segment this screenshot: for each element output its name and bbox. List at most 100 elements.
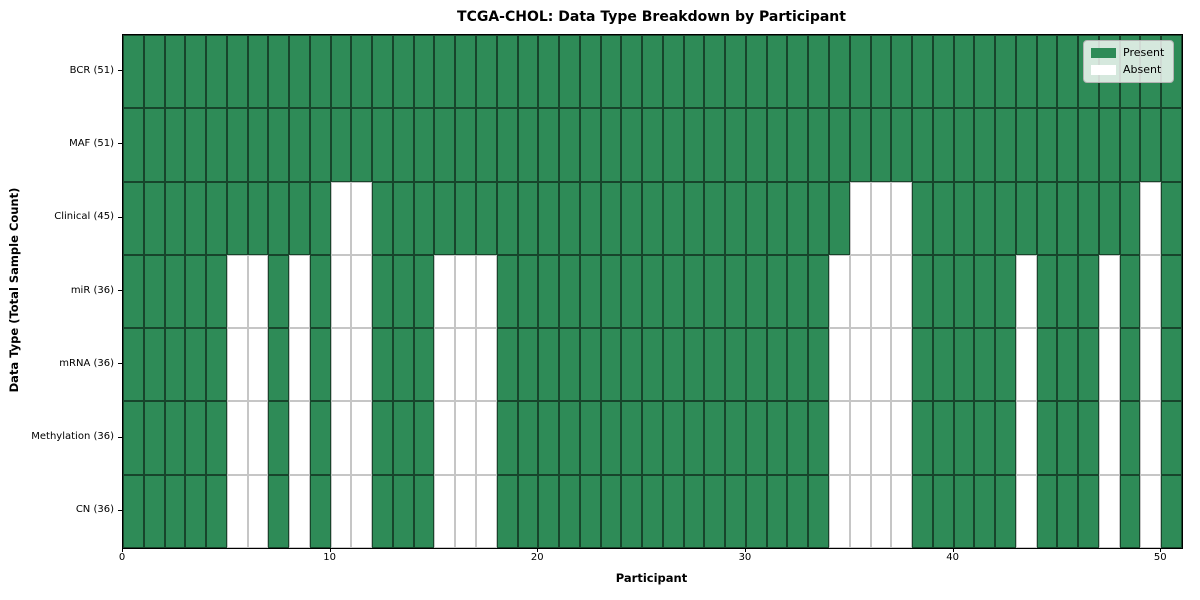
x-tick-label: 50 <box>1153 552 1167 563</box>
heatmap-cell <box>123 108 144 182</box>
heatmap-cell <box>206 35 227 109</box>
heatmap-cell <box>559 108 580 182</box>
heatmap-cell <box>496 254 518 329</box>
heatmap-cell <box>870 328 892 402</box>
heatmap-cell <box>392 181 414 255</box>
heatmap-cell <box>1036 108 1058 182</box>
heatmap-cell <box>891 108 913 182</box>
heatmap-cell <box>745 328 767 402</box>
heatmap-cell <box>185 254 207 329</box>
heatmap-cell <box>392 401 414 475</box>
heatmap-cell <box>413 474 435 548</box>
heatmap-cell <box>953 254 975 329</box>
heatmap-cell <box>351 328 373 402</box>
heatmap-cell <box>932 108 954 182</box>
heatmap-cell <box>870 35 892 109</box>
heatmap-cell <box>912 328 933 402</box>
heatmap-cell <box>185 181 207 255</box>
heatmap-cell <box>683 401 705 475</box>
heatmap-cell <box>1140 181 1162 255</box>
x-tick-label: 10 <box>323 552 336 563</box>
heatmap-cell <box>392 108 414 182</box>
heatmap-cell <box>600 328 622 402</box>
heatmap-cell <box>600 108 622 182</box>
heatmap-cell <box>787 35 809 109</box>
heatmap-cell <box>475 254 497 329</box>
heatmap-cell <box>621 328 643 402</box>
y-tick-label: Methylation (36) <box>31 431 114 443</box>
heatmap-cell <box>870 401 892 475</box>
y-tick-mark <box>118 290 122 291</box>
heatmap-cell <box>849 328 871 402</box>
heatmap-cell <box>870 474 892 548</box>
heatmap-cell <box>372 35 393 109</box>
heatmap-cell <box>1098 108 1120 182</box>
heatmap-cell <box>1098 254 1120 329</box>
heatmap-cell <box>289 181 310 255</box>
heatmap-cell <box>496 474 518 548</box>
heatmap-cell <box>1161 254 1182 329</box>
x-tick-mark <box>329 548 331 552</box>
heatmap-cell <box>1057 474 1079 548</box>
heatmap-cell <box>413 35 435 109</box>
legend-swatch-absent <box>1091 65 1116 75</box>
heatmap-cell <box>1015 35 1037 109</box>
heatmap-cell <box>330 474 352 548</box>
heatmap-cell <box>1161 108 1182 182</box>
heatmap-cell <box>995 328 1016 402</box>
heatmap-cell <box>745 401 767 475</box>
heatmap-cell <box>1098 401 1120 475</box>
heatmap-cell <box>559 254 580 329</box>
heatmap-cell <box>123 254 144 329</box>
y-tick-mark <box>118 509 122 511</box>
heatmap-cell <box>704 474 726 548</box>
heatmap-cell <box>392 474 414 548</box>
heatmap-cell <box>912 108 933 182</box>
heatmap-cell <box>1140 474 1162 548</box>
heatmap-cell <box>579 401 601 475</box>
heatmap-cell <box>870 181 892 255</box>
heatmap-cell <box>828 35 850 109</box>
heatmap-cell <box>995 181 1016 255</box>
heatmap-cell <box>226 474 248 548</box>
legend: Present Absent <box>1083 40 1175 83</box>
heatmap-cell <box>185 401 207 475</box>
heatmap-cell <box>330 328 352 402</box>
heatmap-cell <box>434 401 456 475</box>
heatmap-cell <box>413 108 435 182</box>
heatmap-cell <box>475 181 497 255</box>
heatmap-cell <box>496 401 518 475</box>
heatmap-cell <box>642 35 663 109</box>
heatmap-cell <box>289 401 310 475</box>
heatmap-cell <box>745 181 767 255</box>
heatmap-cell <box>1078 328 1099 402</box>
heatmap-cell <box>642 181 663 255</box>
heatmap-cell <box>1078 401 1099 475</box>
heatmap-cell <box>1015 181 1037 255</box>
heatmap-cell <box>828 328 850 402</box>
heatmap-cell <box>766 108 788 182</box>
heatmap-cell <box>226 401 248 475</box>
heatmap-cell <box>330 401 352 475</box>
heatmap-cell <box>330 35 352 109</box>
y-tick-label: BCR (51) <box>69 64 114 76</box>
heatmap-cell <box>268 181 290 255</box>
heatmap-cell <box>517 474 539 548</box>
heatmap-cell <box>891 254 913 329</box>
heatmap-cell <box>808 181 829 255</box>
heatmap-cell <box>1015 328 1037 402</box>
heatmap-cell <box>787 474 809 548</box>
heatmap-cell <box>455 254 476 329</box>
heatmap-cell <box>600 401 622 475</box>
heatmap-cell <box>683 108 705 182</box>
heatmap-cell <box>662 401 684 475</box>
heatmap-cell <box>268 254 290 329</box>
heatmap-cell <box>413 254 435 329</box>
heatmap-cell <box>1119 328 1141 402</box>
heatmap-cell <box>1098 474 1120 548</box>
heatmap-cell <box>932 254 954 329</box>
heatmap-cell <box>579 108 601 182</box>
heatmap-cell <box>351 108 373 182</box>
heatmap-cell <box>164 474 186 548</box>
